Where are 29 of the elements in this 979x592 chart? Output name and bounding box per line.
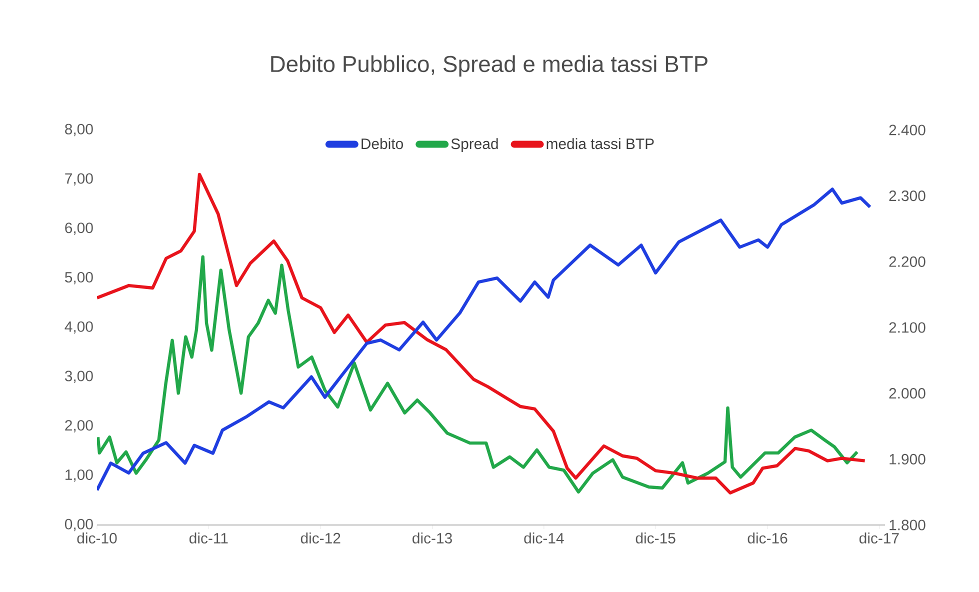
legend-label: Debito [362,138,403,150]
y2-tick-label: 2.000 [889,388,926,399]
y-tick-label: 3,00 [64,370,93,384]
y-tick-label: 7,00 [65,173,93,186]
x-tick-label: dic-16 [748,532,788,544]
x-tick-label: dic-13 [412,532,452,544]
x-tick-label: dic-11 [189,532,228,544]
y-tick-label: 6,00 [65,222,93,235]
line-series [97,255,859,494]
y2-tick-label: 2.100 [889,322,926,333]
y-tick-label: 8,00 [65,124,93,136]
y2-tick-label: 1.800 [890,520,926,530]
y2-tick-label: 1.900 [890,454,926,464]
x-tick-label: dic-15 [636,532,676,544]
y2-tick-label: 2.200 [889,256,926,267]
legend-label: media tassi BTP [546,138,654,150]
x-tick-label: dic-10 [77,532,117,544]
x-tick-label: dic-17 [859,532,899,544]
y-tick-label: 2,00 [65,420,93,432]
y-tick-label: 5,00 [64,272,93,284]
chart-title: Debito Pubblico, Spread e media tassi BTP [271,55,708,77]
y2-tick-label: 2.300 [889,190,926,202]
y2-tick-label: 2.400 [889,124,926,136]
y-tick-label: 1,00 [66,469,93,482]
x-tick-label: dic-14 [524,532,564,544]
y-tick-label: 0,00 [64,518,93,532]
x-tick-label: dic-12 [300,532,340,544]
y-tick-label: 4,00 [64,321,93,334]
legend-label: Spread [451,138,498,152]
